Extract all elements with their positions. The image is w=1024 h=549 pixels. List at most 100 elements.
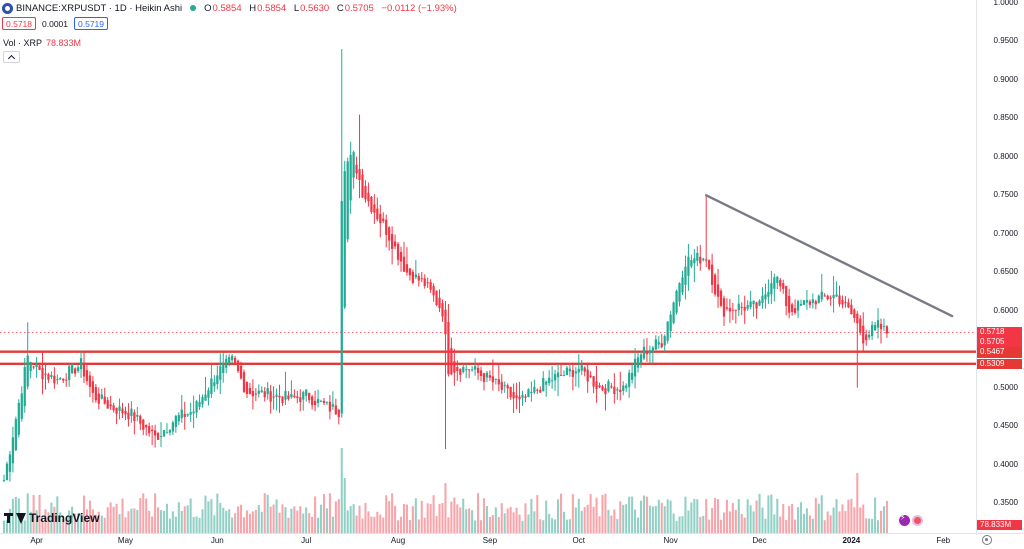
volume-bar (148, 510, 151, 533)
candle-body (281, 396, 284, 403)
volume-bar (462, 498, 465, 533)
volume-bar (598, 516, 601, 533)
volume-bar (675, 520, 678, 533)
tradingview-logo[interactable]: TradingView (4, 511, 99, 525)
volume-bar (257, 505, 260, 533)
volume-bar (734, 509, 737, 533)
volume-bar (559, 493, 563, 533)
candle-body (722, 298, 726, 317)
volume-price-tag: 78.833M (977, 520, 1022, 530)
volume-label[interactable]: Vol · XRP (3, 38, 43, 48)
volume-bar (308, 513, 311, 533)
volume-bar (491, 515, 494, 533)
volume-bar (619, 501, 622, 533)
candle-body (672, 302, 675, 323)
candle-body (435, 290, 438, 305)
time-scale[interactable]: Apr May Jun Jul Aug Sep Oct Nov Dec 2024 Feb (0, 533, 976, 549)
volume-bar (411, 506, 414, 533)
buy-button[interactable]: 0.5719 (74, 17, 108, 30)
candle-body (456, 366, 459, 372)
candle-body (548, 377, 551, 384)
candle-body (260, 390, 263, 393)
volume-bar (222, 507, 225, 533)
candle-body (853, 309, 856, 319)
lightning-event-icon[interactable] (899, 513, 910, 526)
volume-bar (631, 496, 634, 533)
volume-bar (219, 502, 222, 533)
candle-body (796, 301, 800, 311)
candle-body (168, 430, 172, 433)
candle-body (148, 426, 151, 434)
candle-body (236, 360, 240, 372)
time-tick-label: Jul (301, 536, 312, 545)
candle-body (755, 302, 758, 309)
candle-body (254, 393, 257, 395)
settings-gear-icon[interactable] (982, 535, 992, 545)
candle-body (266, 388, 269, 395)
volume-bar (154, 493, 157, 533)
volume-bar (444, 483, 447, 533)
candle-body (210, 378, 213, 395)
volume-bar (299, 506, 302, 533)
candle-body (391, 234, 394, 249)
candle-body (444, 309, 447, 335)
symbol-title[interactable]: BINANCE:XRPUSDT · 1D · Heikin Ashi (16, 2, 183, 14)
volume-bar (367, 511, 370, 533)
sell-button[interactable]: 0.5718 (2, 17, 36, 30)
volume-bar (364, 502, 367, 533)
volume-bar (874, 497, 877, 533)
volume-bar (672, 513, 675, 533)
candle-body (471, 369, 474, 371)
volume-bar (438, 503, 441, 533)
volume-bar (879, 510, 883, 533)
volume-bar (853, 507, 856, 533)
candle-body (91, 381, 95, 393)
volume-bar (797, 507, 800, 533)
volume-bar (162, 510, 166, 533)
candle-body (71, 363, 74, 374)
volume-bar (281, 504, 284, 533)
volume-bar (388, 501, 391, 533)
candle-body (450, 348, 453, 375)
volume-bar (687, 510, 690, 533)
volume-bar (56, 496, 59, 533)
holiday-flag-icon[interactable] (912, 515, 923, 526)
volume-bar (808, 515, 811, 533)
candle-body (47, 374, 50, 380)
collapse-legend-button[interactable] (3, 51, 20, 63)
volume-bar (530, 498, 533, 533)
candle-body (245, 382, 249, 394)
volume-bar (284, 507, 287, 533)
price-tick-label: 0.9500 (993, 36, 1018, 46)
candle-body (506, 385, 509, 389)
candle-body (734, 309, 737, 311)
candle-body (785, 286, 788, 307)
candle-body (631, 373, 634, 380)
volume-bar (157, 507, 160, 533)
volume-bar (74, 513, 77, 533)
volume-value: 78.833M (46, 38, 82, 48)
candle-body (817, 295, 820, 303)
volume-bar (847, 499, 850, 533)
volume-bar (479, 520, 483, 533)
price-scale[interactable]: 1.0000 0.9500 0.9000 0.8500 0.8000 0.7500 0.70… (976, 0, 1024, 535)
volume-bar (776, 498, 779, 533)
candle-body (405, 264, 409, 273)
candle-body (186, 414, 189, 416)
volume-bar (293, 506, 296, 533)
volume-bar (331, 516, 334, 533)
volume-bar (714, 497, 717, 533)
volume-bar (266, 494, 269, 533)
candle-body (142, 419, 145, 430)
volume-bar (121, 498, 124, 533)
candle-body (737, 303, 740, 311)
candle-body (642, 346, 646, 359)
volume-bar (524, 503, 527, 533)
candle-body (213, 382, 216, 387)
candle-body (106, 400, 109, 409)
candle-body (808, 301, 812, 305)
candle-body (823, 295, 826, 297)
volume-bar (373, 516, 376, 533)
